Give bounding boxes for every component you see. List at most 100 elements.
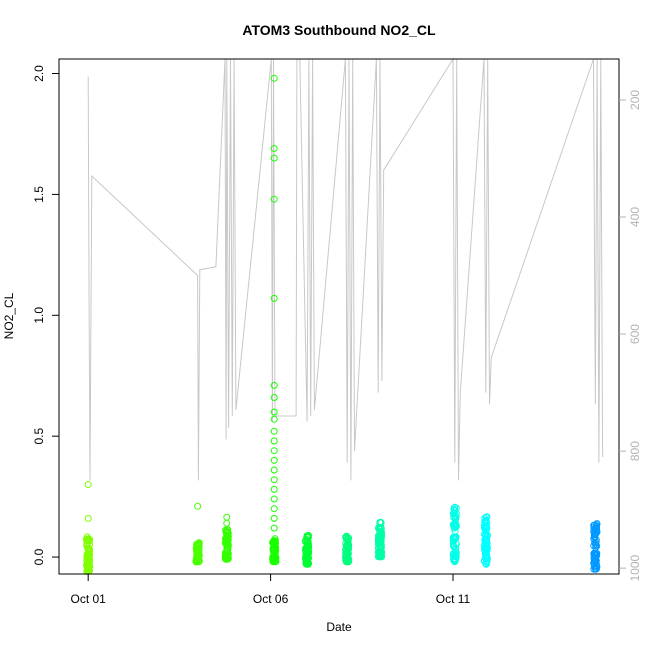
data-point bbox=[84, 481, 92, 488]
data-point bbox=[451, 557, 459, 565]
data-point bbox=[452, 549, 460, 557]
data-point bbox=[85, 544, 93, 552]
data-point bbox=[223, 554, 231, 561]
data-point bbox=[270, 524, 278, 532]
data-point bbox=[483, 558, 490, 566]
y2-axis: 200 400 600 800 1000 bbox=[619, 90, 642, 581]
data-point bbox=[451, 523, 459, 531]
data-point bbox=[195, 539, 203, 547]
data-point bbox=[193, 557, 201, 565]
depth-track bbox=[87, 57, 604, 481]
data-point bbox=[483, 532, 491, 540]
data-point bbox=[344, 541, 352, 548]
data-point bbox=[83, 553, 91, 561]
data-point bbox=[304, 560, 312, 568]
y2-tick-label: 800 bbox=[628, 441, 642, 461]
data-point bbox=[270, 505, 278, 513]
data-point bbox=[270, 195, 278, 203]
data-point bbox=[223, 513, 231, 521]
data-point bbox=[221, 535, 229, 543]
data-point bbox=[449, 510, 457, 518]
plot-frame bbox=[58, 58, 620, 575]
data-point bbox=[483, 525, 491, 533]
data-point bbox=[270, 456, 278, 464]
data-point bbox=[343, 553, 351, 561]
x-tick-label: Oct 11 bbox=[436, 592, 471, 606]
data-point bbox=[483, 543, 491, 551]
data-point bbox=[376, 547, 384, 555]
data-point bbox=[483, 555, 491, 563]
data-point bbox=[376, 543, 384, 551]
x-tick-label: Oct 01 bbox=[71, 592, 107, 606]
data-point bbox=[224, 542, 232, 550]
data-point bbox=[193, 550, 201, 558]
data-point bbox=[481, 524, 488, 532]
data-point bbox=[483, 536, 490, 544]
y-axis-label: NO2_CL bbox=[2, 292, 16, 339]
data-point bbox=[194, 502, 202, 510]
data-point bbox=[223, 519, 231, 527]
chart-title: ATOM3 Southbound NO2_CL bbox=[242, 22, 436, 38]
x-tick-label: Oct 06 bbox=[253, 592, 289, 606]
data-point bbox=[593, 549, 601, 557]
data-point bbox=[483, 546, 491, 554]
y-tick-label: 1.0 bbox=[32, 307, 46, 324]
data-point bbox=[270, 415, 278, 423]
data-point bbox=[270, 294, 278, 302]
data-point bbox=[84, 514, 92, 522]
data-point bbox=[375, 538, 383, 546]
data-point bbox=[270, 74, 278, 82]
data-point bbox=[271, 555, 279, 563]
data-point bbox=[84, 549, 92, 557]
data-point bbox=[482, 539, 490, 547]
data-point bbox=[270, 145, 278, 152]
depth-line bbox=[87, 57, 604, 481]
data-point bbox=[590, 550, 598, 558]
data-point bbox=[270, 495, 278, 503]
data-point bbox=[83, 533, 91, 541]
data-point bbox=[377, 524, 385, 532]
y2-tick-label: 600 bbox=[628, 324, 642, 344]
data-point bbox=[271, 543, 279, 551]
data-point bbox=[342, 534, 350, 542]
data-point bbox=[344, 538, 352, 546]
data-points bbox=[83, 74, 601, 576]
data-point bbox=[303, 558, 311, 566]
data-point bbox=[304, 537, 312, 545]
data-point bbox=[270, 437, 278, 445]
data-point bbox=[83, 535, 91, 543]
data-point bbox=[270, 466, 278, 474]
y2-tick-label: 200 bbox=[628, 90, 642, 110]
data-point bbox=[482, 554, 489, 562]
data-point bbox=[270, 394, 278, 401]
x-axis: Oct 01 Oct 06 Oct 11 bbox=[71, 574, 471, 606]
data-point bbox=[593, 524, 600, 532]
data-point bbox=[344, 543, 352, 551]
data-point bbox=[593, 528, 601, 536]
data-point bbox=[270, 381, 278, 389]
data-point bbox=[375, 534, 383, 542]
data-point bbox=[302, 549, 310, 557]
x-axis-label: Date bbox=[326, 620, 352, 634]
data-point bbox=[452, 504, 460, 512]
data-point bbox=[223, 546, 231, 554]
y2-tick-label: 400 bbox=[628, 207, 642, 227]
data-point bbox=[378, 553, 385, 560]
data-point bbox=[375, 552, 383, 560]
data-point bbox=[481, 514, 489, 522]
data-point bbox=[270, 408, 278, 416]
data-point bbox=[270, 476, 278, 484]
data-point bbox=[591, 539, 599, 547]
data-point bbox=[270, 427, 278, 435]
y-tick-label: 0.5 bbox=[32, 428, 46, 445]
y-tick-label: 0.0 bbox=[32, 548, 46, 565]
y-tick-label: 2.0 bbox=[32, 65, 46, 82]
data-point bbox=[483, 551, 491, 559]
data-point bbox=[83, 562, 91, 570]
data-point bbox=[342, 550, 350, 558]
data-point bbox=[450, 524, 458, 532]
data-point bbox=[375, 523, 383, 531]
data-point bbox=[224, 526, 232, 534]
data-point bbox=[451, 555, 459, 563]
